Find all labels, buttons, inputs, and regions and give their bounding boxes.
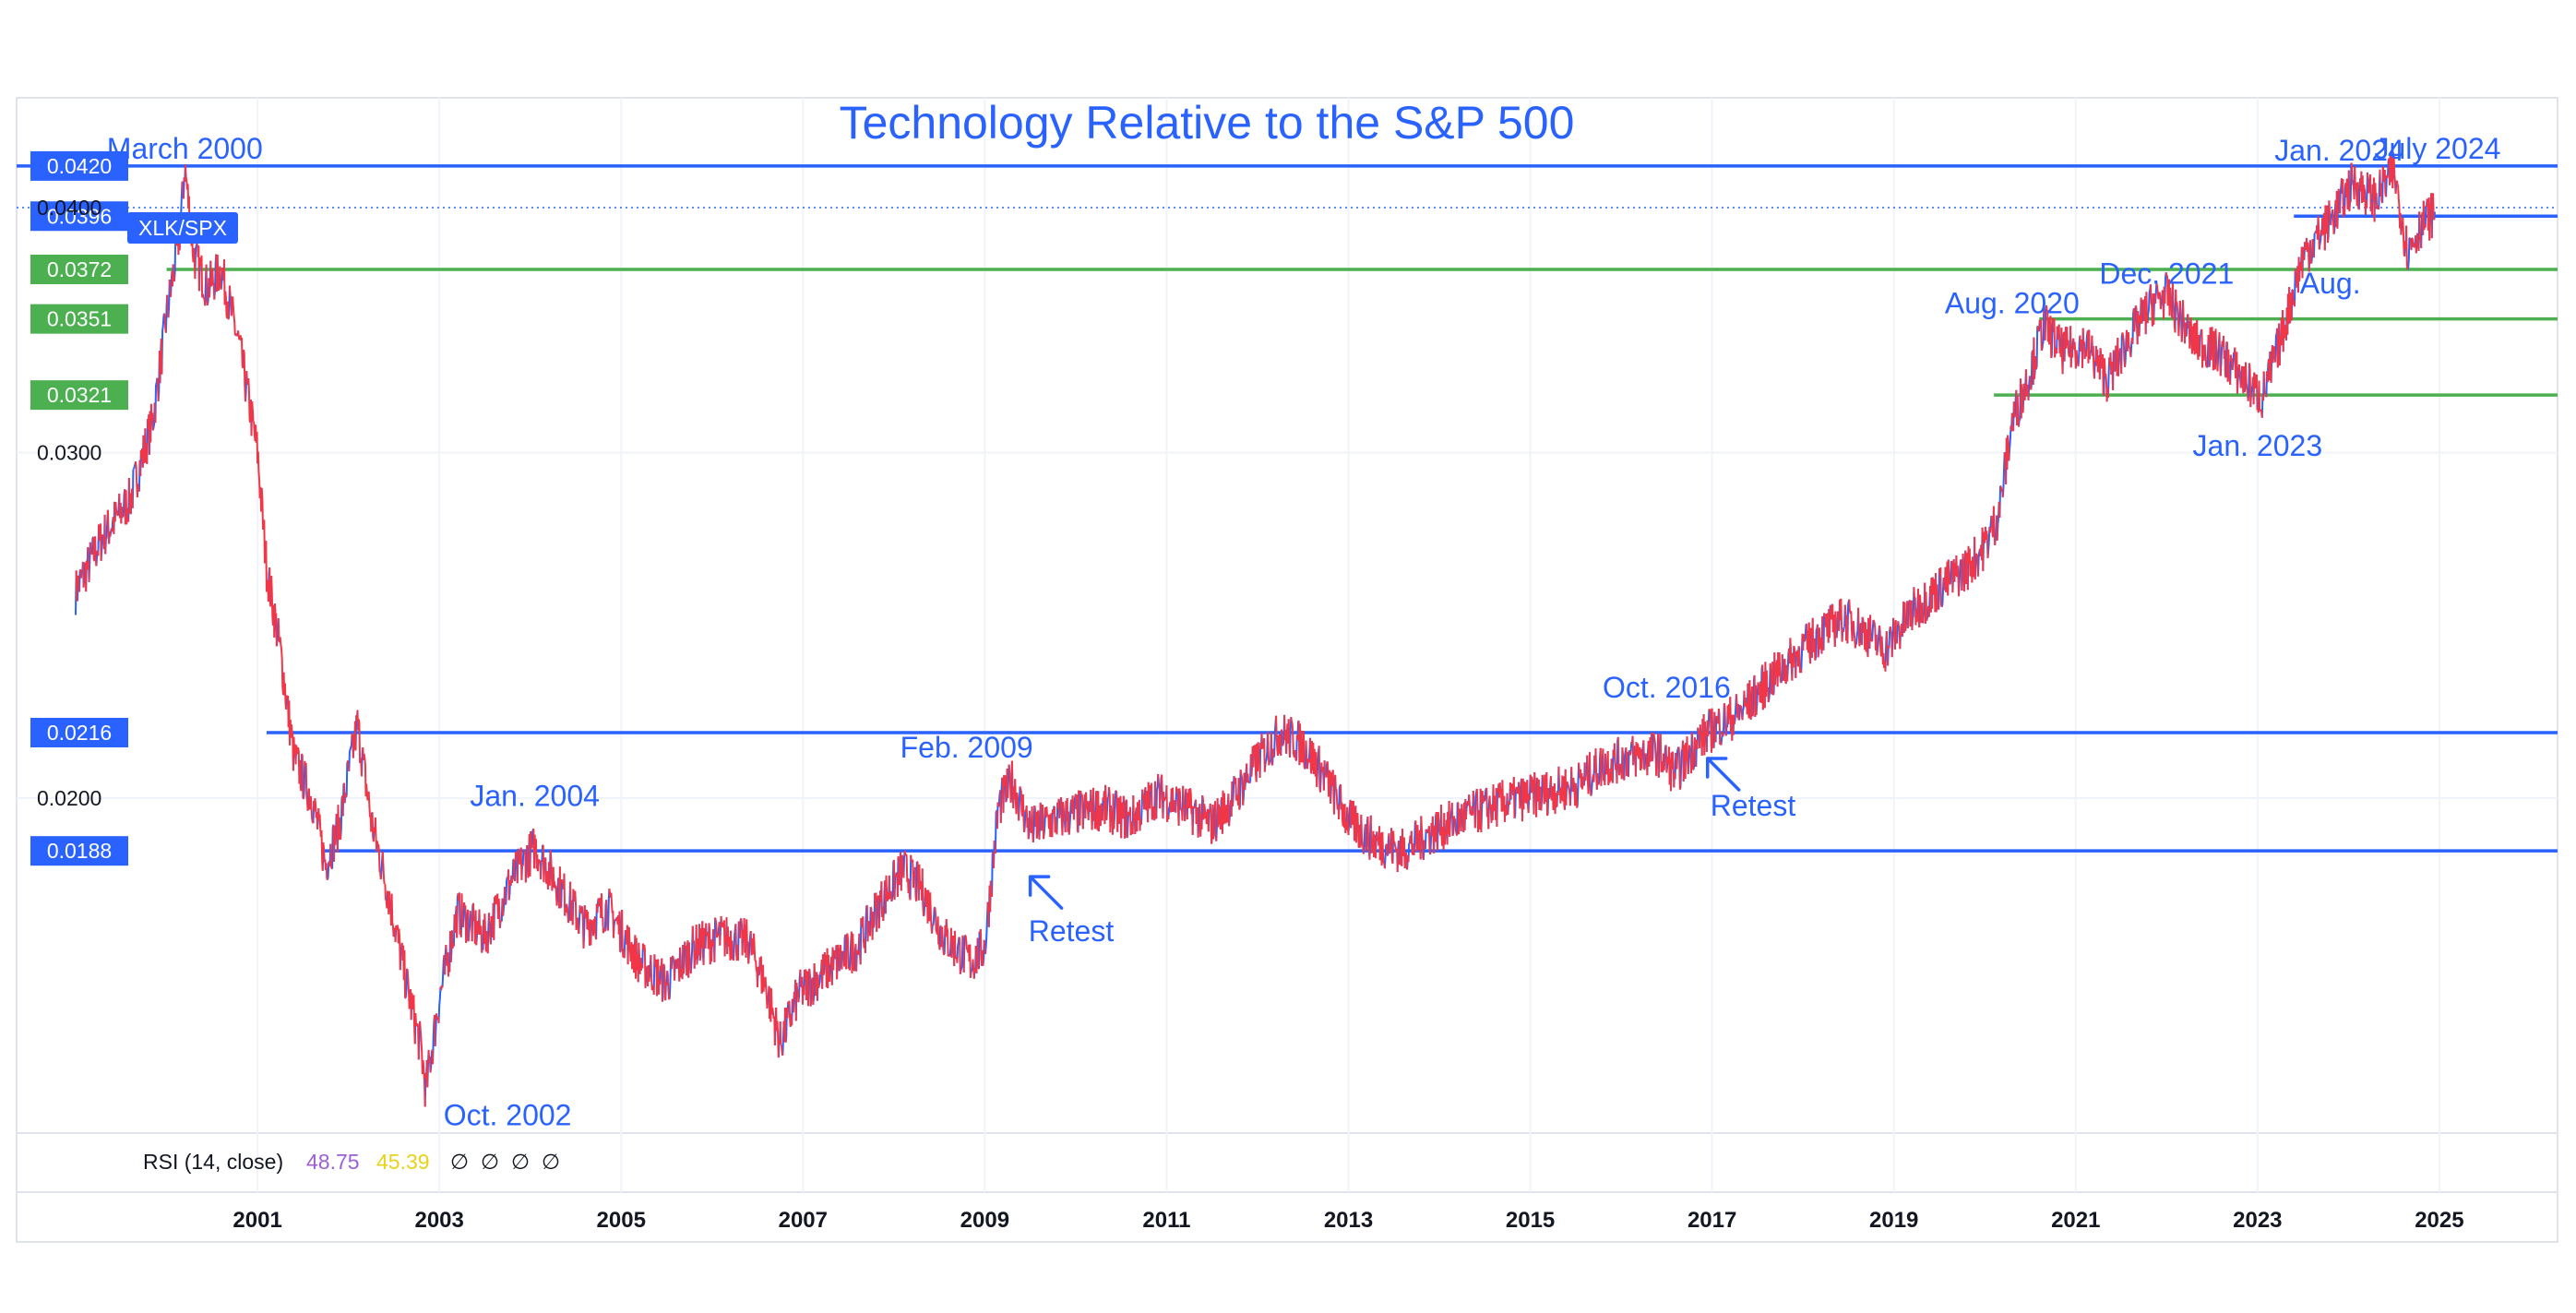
- price-series-down: [75, 152, 2436, 1107]
- annotation-label: Jan. 2023: [2193, 429, 2323, 462]
- level-tag-bg: [30, 150, 128, 181]
- x-tick-label: 2007: [779, 1208, 828, 1233]
- x-tick-label: 2009: [960, 1208, 1009, 1233]
- level-tag-bg: [30, 836, 128, 866]
- annotation-label: July 2024: [2374, 132, 2500, 165]
- retest-arrow: [1705, 757, 1741, 792]
- rsi-empty-3: ∅: [511, 1150, 530, 1174]
- annotation-label: Jan. 2024: [2274, 134, 2404, 167]
- rsi-value-1: 48.75: [306, 1150, 360, 1174]
- level-tag-bg: [30, 254, 128, 284]
- rsi-label: RSI (14, close): [143, 1150, 283, 1174]
- price-series-up: [75, 152, 2436, 1107]
- axis-layer: 2001 2003 2005 2007 2009 2011 2013 2015 2017 2019…: [37, 196, 2464, 1233]
- x-tick-label: 2013: [1324, 1208, 1373, 1233]
- x-tick-label: 2019: [1869, 1208, 1918, 1233]
- annotation-label: Jan. 2004: [470, 779, 600, 812]
- level-tag-bg: [30, 380, 128, 411]
- chart-title: Technology Relative to the S&P 500: [840, 97, 1575, 149]
- level-tag-label: 0.0351: [47, 307, 112, 331]
- level-lines-layer: [17, 164, 2558, 853]
- annotation-label: Oct. 2016: [1603, 671, 1731, 704]
- level-tag-label: 0.0372: [47, 257, 112, 281]
- y-tick-label: 0.0200: [37, 786, 101, 810]
- annotation-label: Dec. 2021: [2099, 257, 2234, 291]
- level-tag-label: 0.0216: [47, 721, 112, 745]
- y-tick-label: 0.0300: [37, 441, 101, 465]
- annotation-label: Retest: [1711, 789, 1796, 822]
- retest-arrow: [1028, 875, 1064, 910]
- level-tags-layer: 0.0420 0.0396 0.0372 0.0351 0.0321 0.0216 0.01…: [30, 150, 128, 866]
- annotation-label: Aug.: [2300, 267, 2361, 300]
- x-tick-label: 2003: [414, 1208, 463, 1233]
- x-tick-label: 2017: [1688, 1208, 1736, 1233]
- series-label-text: XLK/SPX: [138, 216, 227, 240]
- x-tick-label: 2001: [233, 1208, 281, 1233]
- annotation-label: Retest: [1029, 914, 1115, 948]
- annotation-label: March 2000: [107, 132, 263, 165]
- x-tick-label: 2005: [597, 1208, 646, 1233]
- series-label-tag: XLK/SPX: [127, 212, 238, 244]
- price-tag: 0.0400: [37, 196, 101, 220]
- level-tag-label: 0.0321: [47, 383, 112, 407]
- level-tag-label: 0.0420: [47, 154, 112, 178]
- annotation-layer: March 2000 Oct. 2002 Jan. 2004 Feb. 2009 Ret…: [107, 132, 2501, 1131]
- annotation-label: Aug. 2020: [1945, 287, 2080, 320]
- price-bars-layer: [75, 152, 2436, 1107]
- x-tick-label: 2025: [2415, 1208, 2463, 1233]
- level-tag-label: 0.0396: [47, 204, 112, 228]
- rsi-empty-4: ∅: [542, 1150, 560, 1174]
- x-tick-label: 2023: [2233, 1208, 2282, 1233]
- rsi-empty-2: ∅: [481, 1150, 499, 1174]
- rsi-legend: RSI (14, close) 48.75 45.39 ∅ ∅ ∅ ∅: [143, 1150, 560, 1174]
- annotation-label: Oct. 2002: [444, 1098, 572, 1131]
- rsi-empty-1: ∅: [450, 1150, 469, 1174]
- level-tag-bg: [30, 717, 128, 747]
- level-tag-label: 0.0188: [47, 839, 112, 863]
- x-tick-label: 2011: [1142, 1208, 1190, 1233]
- level-tag-bg: [30, 304, 128, 334]
- rsi-value-2: 45.39: [376, 1150, 430, 1174]
- x-tick-label: 2021: [2051, 1208, 2100, 1233]
- annotation-label: Feb. 2009: [900, 731, 1033, 764]
- chart-panel-border: [16, 97, 2558, 1243]
- x-tick-label: 2015: [1506, 1208, 1555, 1233]
- level-tag-bg: [30, 201, 128, 232]
